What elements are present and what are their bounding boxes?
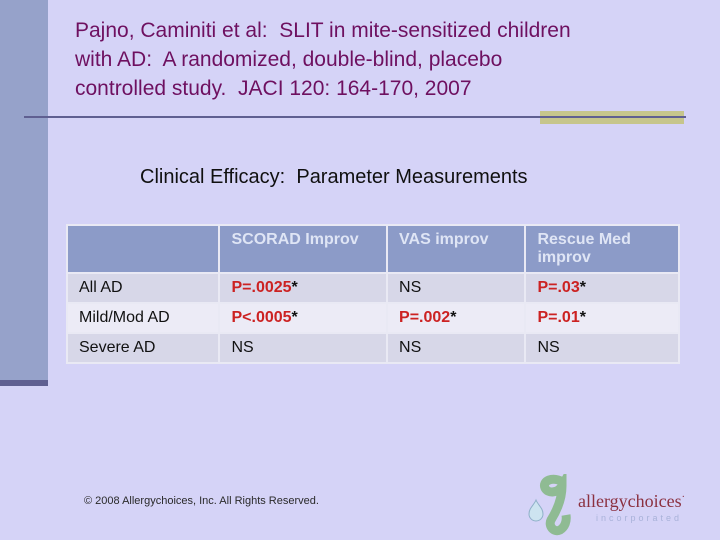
results-table: SCORAD Improv VAS improv Rescue Med improv… (66, 224, 680, 364)
p-value-cell: NS (388, 334, 525, 362)
table-row: Mild/Mod AD P<.0005* P=.002* P=.01* (68, 304, 678, 332)
results-table-body: All AD P=.0025* NS P=.03* Mild/Mod AD P<.0005… (68, 274, 678, 362)
logo-wordmark: allergychoices· (578, 491, 685, 512)
slide-title: Pajno, Caminiti et al: SLIT in mite-sens… (75, 16, 675, 103)
row-label: Severe AD (68, 334, 219, 362)
results-table-header: SCORAD Improv VAS improv Rescue Med improv (68, 226, 678, 272)
p-value-cell: P=.01* (526, 304, 678, 332)
slide-subtitle: Clinical Efficacy: Parameter Measurement… (140, 166, 528, 188)
logo-tagline: incorporated (596, 513, 683, 523)
column-header-2: VAS improv (388, 226, 525, 272)
p-value-cell: P=.0025* (220, 274, 387, 302)
logo-swoosh-icon (540, 474, 571, 536)
title-line-1: Pajno, Caminiti et al: SLIT in mite-sens… (75, 19, 571, 42)
p-value-cell: NS (220, 334, 387, 362)
water-droplet-icon (528, 498, 544, 522)
column-header-1: SCORAD Improv (220, 226, 387, 272)
allergychoices-logo: allergychoices· incorporated (528, 474, 718, 536)
logo-mark-graphic (528, 474, 571, 536)
column-header-3: Rescue Med improv (526, 226, 678, 272)
p-value-cell: P=.002* (388, 304, 525, 332)
p-value-cell: P<.0005* (220, 304, 387, 332)
row-label: Mild/Mod AD (68, 304, 219, 332)
title-line-2: with AD: A randomized, double-blind, pla… (75, 48, 503, 71)
logo-name-text: allergychoices (578, 491, 682, 511)
p-value-cell: NS (388, 274, 525, 302)
title-divider-line (24, 116, 686, 118)
copyright-text: © 2008 Allergychoices, Inc. All Rights R… (84, 495, 319, 507)
table-header-row: SCORAD Improv VAS improv Rescue Med improv (68, 226, 678, 272)
column-header-0 (68, 226, 219, 272)
row-label: All AD (68, 274, 219, 302)
table-row: Severe AD NS NS NS (68, 334, 678, 362)
p-value-cell: P=.03* (526, 274, 678, 302)
left-accent-bar (0, 0, 48, 386)
logo-trademark-dot: · (681, 492, 685, 503)
p-value-cell: NS (526, 334, 678, 362)
table-row: All AD P=.0025* NS P=.03* (68, 274, 678, 302)
title-line-3: controlled study. JACI 120: 164-170, 200… (75, 77, 472, 100)
